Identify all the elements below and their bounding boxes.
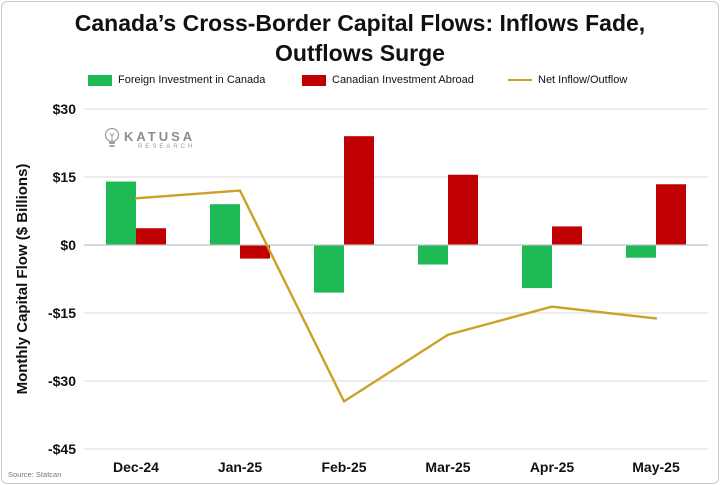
y-tick-label: -$45 (48, 441, 76, 457)
legend-label-foreign: Foreign Investment in Canada (118, 74, 266, 86)
bar-foreign-investment (210, 204, 240, 245)
bar-foreign-investment (418, 245, 448, 265)
bar-foreign-investment (626, 245, 656, 258)
legend-swatch-foreign (88, 74, 112, 86)
bar-canadian-investment (240, 245, 270, 259)
katusa-watermark: KATUSA RESEARCH (104, 127, 195, 151)
x-tick-label: Dec-24 (113, 459, 159, 475)
chart-title-line-1: Canada’s Cross-Border Capital Flows: Inf… (74, 10, 646, 36)
x-tick-label: Mar-25 (425, 459, 470, 475)
chart-legend: Foreign Investment in Canada Canadian In… (0, 74, 720, 92)
x-tick-label: Feb-25 (321, 459, 366, 475)
watermark-sub: RESEARCH (138, 143, 196, 150)
bar-foreign-investment (106, 181, 136, 245)
chart-title: Canada’s Cross-Border Capital Flows: Inf… (0, 8, 720, 68)
legend-item-canadian: Canadian Investment Abroad (302, 74, 474, 86)
net-flow-point (342, 400, 346, 403)
legend-swatch-canadian (302, 74, 326, 86)
bar-canadian-investment (448, 174, 478, 245)
x-tick-label: Jan-25 (218, 459, 263, 475)
chart-title-line-2: Outflows Surge (275, 40, 445, 66)
y-tick-label: $30 (53, 101, 77, 117)
legend-label-canadian: Canadian Investment Abroad (332, 74, 474, 86)
y-tick-label: -$15 (48, 305, 76, 321)
legend-label-net: Net Inflow/Outflow (538, 74, 628, 86)
x-tick-label: Apr-25 (530, 459, 575, 475)
legend-item-foreign: Foreign Investment in Canada (88, 74, 265, 86)
y-axis-title: Monthly Capital Flow ($ Billions) (14, 164, 31, 395)
y-tick-label: -$30 (48, 373, 76, 389)
bar-foreign-investment (314, 245, 344, 293)
net-flow-point (654, 317, 658, 320)
watermark-brand: KATUSA (124, 128, 196, 144)
source-note: Source: Statcan (8, 470, 62, 479)
y-tick-label: $15 (53, 169, 77, 185)
legend-line-net (508, 79, 532, 81)
bar-foreign-investment (522, 245, 552, 289)
legend-item-net: Net Inflow/Outflow (508, 74, 627, 86)
lightbulb-icon (104, 127, 120, 147)
y-tick-label: $0 (60, 237, 76, 253)
net-flow-point (446, 333, 450, 336)
net-flow-line (135, 189, 657, 403)
net-flow-point (134, 197, 138, 200)
bar-canadian-investment (656, 184, 686, 245)
net-flow-point (550, 305, 554, 308)
net-flow-point (238, 189, 242, 192)
x-tick-label: May-25 (632, 459, 680, 475)
bar-canadian-investment (552, 226, 582, 245)
bar-canadian-investment (136, 228, 166, 245)
bar-canadian-investment (344, 136, 374, 245)
